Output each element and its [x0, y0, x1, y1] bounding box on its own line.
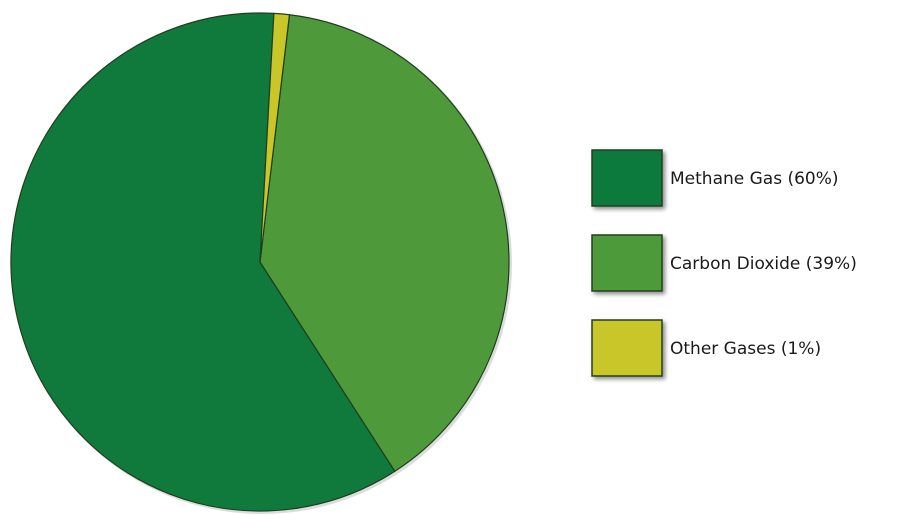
- legend: Methane Gas (60%) Carbon Dioxide (39%) Oth…: [591, 149, 857, 377]
- legend-label-carbon-dioxide: Carbon Dioxide (39%): [670, 254, 857, 274]
- pie-slice-methane-gas: [10, 12, 396, 512]
- legend-swatch-other-gases: [591, 319, 663, 377]
- legend-label-methane-gas: Methane Gas (60%): [670, 169, 839, 189]
- pie-slice-carbon-dioxide: [259, 14, 510, 472]
- legend-swatch-methane-gas: [591, 149, 663, 207]
- legend-label-other-gases: Other Gases (1%): [670, 339, 821, 359]
- pie-slice-other-gases: [259, 12, 291, 263]
- pie-slices: [10, 12, 512, 514]
- legend-swatch-carbon-dioxide: [591, 234, 663, 292]
